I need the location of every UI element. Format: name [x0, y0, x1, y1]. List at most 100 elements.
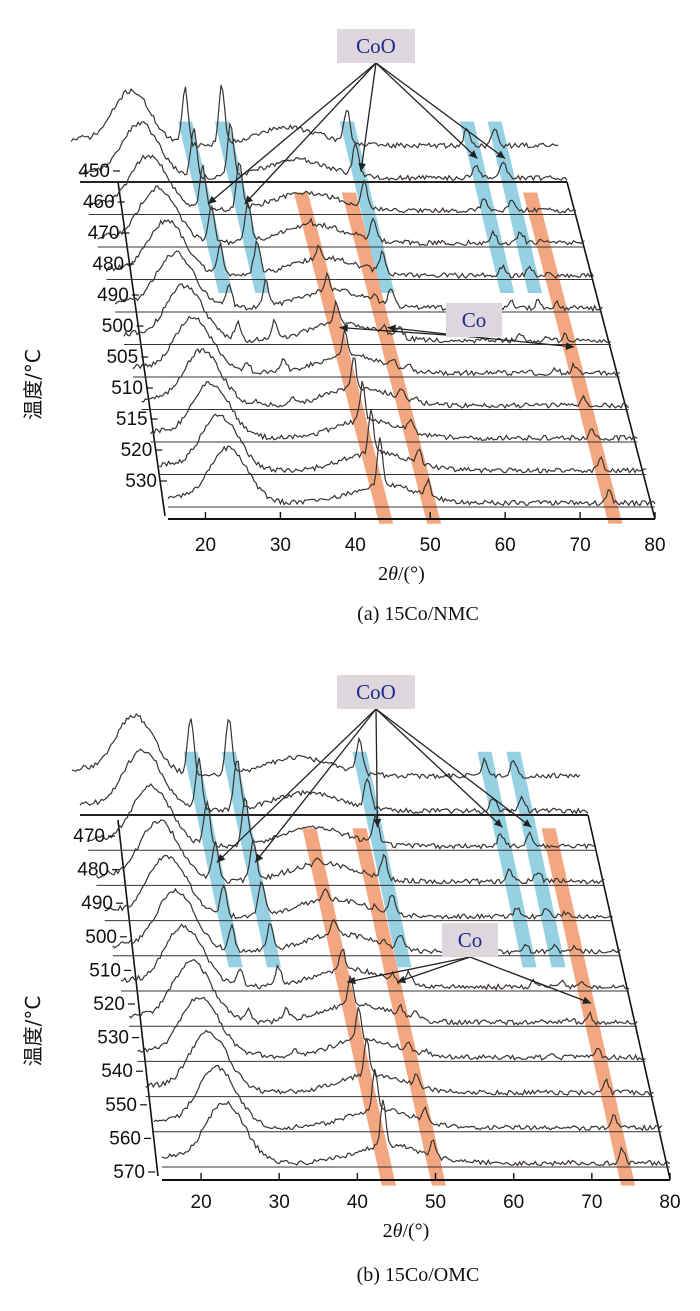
xrd-curve-11 [167, 437, 656, 507]
x-tick-label: 30 [270, 535, 291, 556]
annotation-arrow-coo-1 [254, 708, 377, 863]
x-axis-label-prefix: 2 [378, 563, 388, 585]
panel-caption: (a) 15Co/NMC [357, 603, 479, 625]
x-tick-label: 20 [195, 535, 216, 556]
xrd-curve-0 [70, 84, 559, 149]
temperature-tick-label: 490 [97, 285, 129, 306]
annotation-arrow-co-1 [396, 956, 471, 983]
annotation-arrowhead-coo-1 [255, 853, 264, 863]
annotation-arrowhead-co-1 [387, 324, 397, 333]
band-coo-3 [477, 751, 537, 968]
annotation-arrow-coo-3 [375, 62, 478, 159]
annotation-box-coo [337, 29, 415, 63]
annotation-arrowhead-coo-3 [493, 818, 503, 828]
temperature-tick-label: 460 [83, 192, 115, 213]
band-co-1 [341, 192, 442, 524]
xrd-curve-5 [114, 250, 603, 312]
xrd-curve-0 [71, 712, 581, 780]
xrd-curve-7 [128, 958, 638, 1026]
annotation-arrowhead-coo-2 [373, 819, 382, 828]
annotation-label-co: Co [462, 308, 487, 332]
x-axis-label-suffix: /(°) [402, 1220, 429, 1242]
xrd-curve-5 [112, 887, 621, 956]
annotation-arrow-co-2 [469, 956, 592, 1004]
xrd-curve-3 [95, 819, 605, 886]
annotation-label-co: Co [458, 928, 483, 952]
annotation-arrowhead-coo-4 [522, 819, 532, 828]
xrd-curve-4 [104, 854, 614, 920]
temperature-axis [117, 181, 166, 517]
x-axis-label-theta: θ [388, 563, 398, 585]
band-coo-3 [459, 121, 515, 293]
annotation-arrow-coo-4 [375, 708, 532, 828]
annotation-arrowhead-co-2 [582, 996, 592, 1004]
xrd-curve-6 [123, 283, 612, 344]
annotation-arrow-co-0 [346, 956, 471, 983]
x-tick-label: 80 [644, 535, 665, 556]
band-coo-2 [339, 121, 395, 293]
xrd-curve-10 [153, 1064, 663, 1132]
annotation-arrowhead-co-1 [397, 975, 407, 984]
temperature-tick-label: 520 [93, 994, 125, 1015]
annotation-arrow-coo-2 [375, 708, 379, 828]
x-axis-label: 2θ/(°) [378, 563, 425, 585]
annotation-arrowhead-co-2 [565, 342, 575, 351]
right-edge [566, 181, 656, 520]
xrd-curve-3 [97, 185, 585, 247]
x-tick-label: 60 [495, 535, 516, 556]
right-edge [587, 814, 671, 1180]
x-tick-label: 70 [570, 535, 591, 556]
annotation-arrow-coo-4 [375, 62, 506, 160]
annotation-label-coo: CoO [356, 34, 396, 58]
xrd-curve-9 [145, 1029, 654, 1097]
y-axis-label: 温度/°C [21, 349, 45, 420]
x-tick-label: 40 [345, 535, 366, 556]
xrd-curve-9 [149, 380, 638, 443]
temperature-tick-label: 570 [113, 1162, 145, 1183]
x-axis-label-prefix: 2 [383, 1220, 393, 1242]
x-tick-label: 80 [659, 1192, 680, 1213]
annotation-label-coo: CoO [356, 680, 396, 704]
band-coo-1 [221, 751, 281, 968]
temperature-tick-label: 500 [102, 316, 134, 337]
annotation-arrow-co-2 [473, 336, 575, 348]
x-axis-label-theta: θ [393, 1220, 403, 1242]
annotation-arrowhead-coo-2 [358, 162, 366, 172]
x-tick-label: 70 [581, 1192, 602, 1213]
xrd-curve-8 [141, 348, 630, 410]
xrd-curve-1 [79, 121, 568, 182]
annotation-arrowhead-coo-3 [468, 150, 478, 159]
xrd-curve-11 [161, 1099, 671, 1167]
x-axis-label-suffix: /(°) [398, 563, 425, 585]
x-tick-label: 30 [269, 1192, 290, 1213]
x-tick-label: 50 [425, 1192, 446, 1213]
xrd-curve-4 [105, 218, 594, 279]
temperature-tick-label: 560 [109, 1128, 141, 1149]
panel-caption: (b) 15Co/OMC [357, 1264, 480, 1286]
annotation-arrowhead-coo-1 [244, 195, 254, 204]
temperature-tick-label: 510 [111, 378, 143, 399]
annotation-arrow-coo-2 [360, 62, 377, 172]
temperature-tick-label: 480 [77, 860, 109, 881]
temperature-tick-label: 540 [101, 1061, 133, 1082]
temperature-tick-label: 480 [92, 254, 124, 275]
xrd-curve-10 [159, 409, 647, 474]
annotation-arrow-coo-1 [244, 62, 377, 205]
x-tick-label: 50 [420, 535, 441, 556]
temperature-tick-label: 490 [81, 893, 113, 914]
annotation-arrow-coo-0 [216, 708, 377, 863]
annotation-box-co [446, 303, 502, 337]
annotation-box-co [442, 923, 498, 957]
annotation-arrowhead-co-0 [347, 976, 356, 985]
annotation-arrowhead-coo-0 [216, 854, 226, 863]
temperature-tick-label: 470 [88, 223, 120, 244]
xrd-curve-7 [132, 315, 621, 377]
band-co-0 [293, 192, 394, 524]
temperature-tick-label: 470 [73, 826, 105, 847]
band-co-2 [523, 192, 623, 524]
xrd-curve-2 [88, 783, 597, 850]
annotation-arrow-coo-0 [207, 62, 377, 205]
annotation-arrowhead-coo-4 [496, 150, 506, 159]
xrd-curve-1 [79, 748, 589, 815]
